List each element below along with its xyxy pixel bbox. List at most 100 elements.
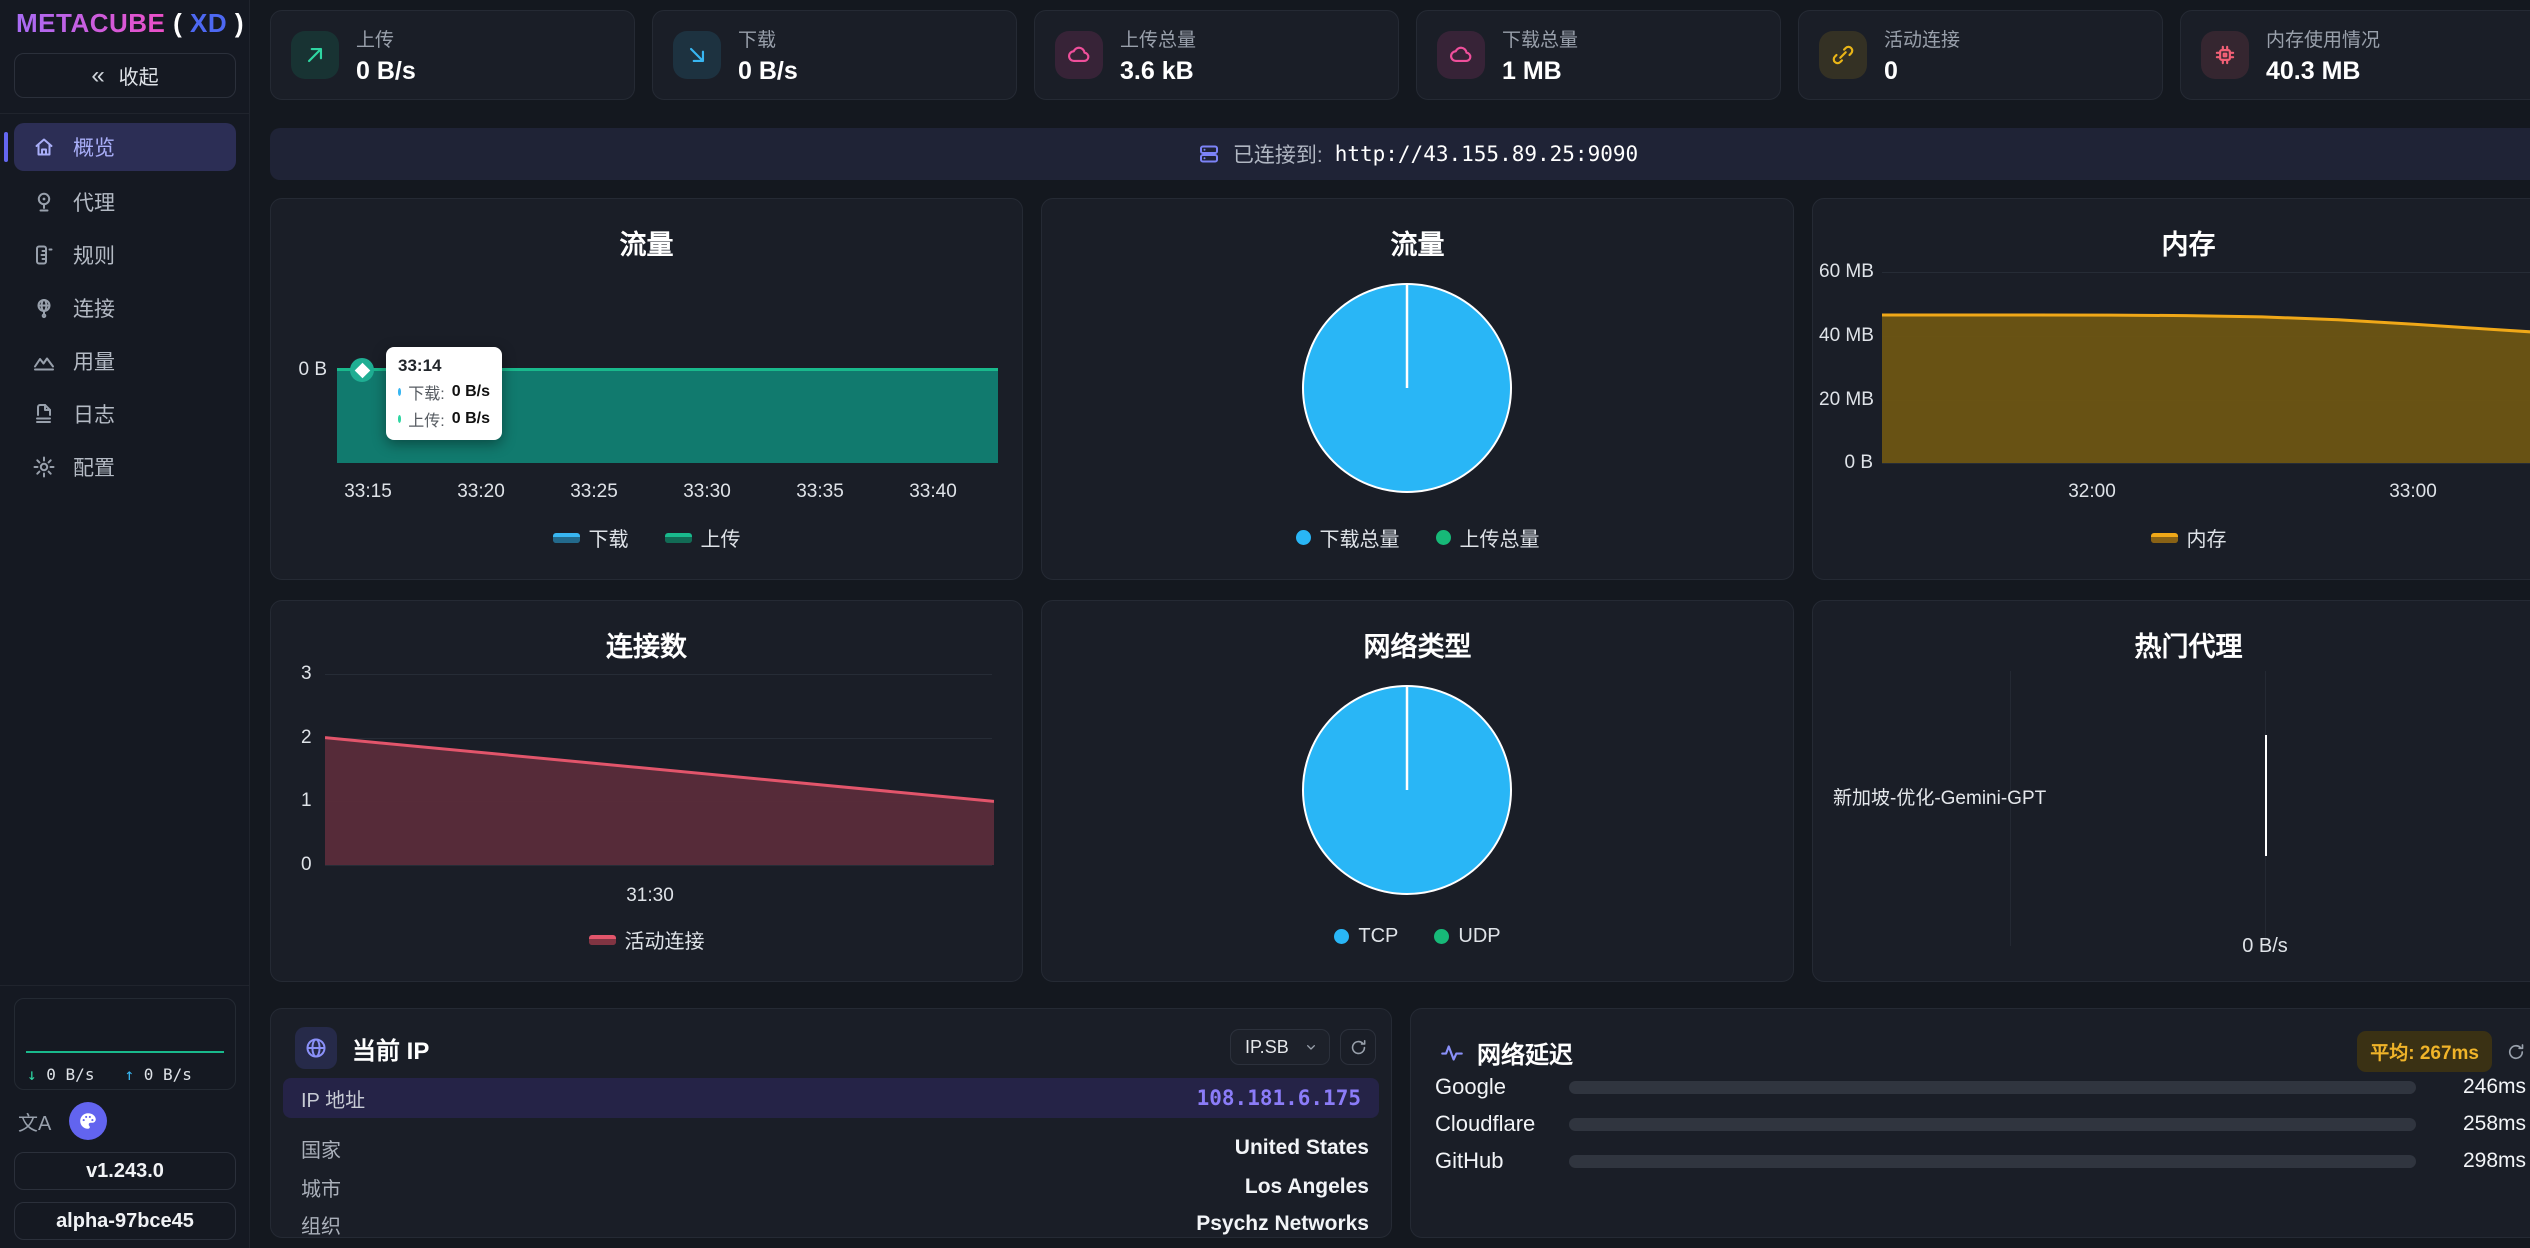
legend-item-udp[interactable]: UDP [1434,925,1501,948]
home-icon [32,135,56,159]
stat-value: 0 [1884,56,1898,85]
sidebar-nav: 概览 代理 规则 连接 用量 日志 配置 [0,123,250,498]
trend-up-icon [291,31,339,79]
sidebar-item-label: 代理 [73,192,115,215]
arrow-down-icon: ↓ [27,1065,37,1084]
language-icon[interactable]: 文A [18,1112,52,1135]
network-type-chart-card[interactable]: 网络类型 TCP UDP [1041,600,1794,982]
download-speed: ↓ 0 B/s [27,1065,95,1084]
sidebar-item-proxies[interactable]: 代理 [14,180,236,224]
sidebar-item-config[interactable]: 配置 [14,445,236,489]
ip-provider-select[interactable]: IP.SB [1230,1029,1330,1065]
stat-card-active-connections: 活动连接 0 [1798,10,2163,100]
stat-label: 活动连接 [1884,29,1961,51]
sidebar-item-label: 用量 [73,351,115,374]
selected-provider: IP.SB [1245,1036,1289,1057]
memory-area-series [1882,272,2530,463]
chart-tooltip: 33:14 下载: 0 B/s 上传: 0 B/s [386,347,502,440]
stat-value: 0 B/s [356,56,416,85]
traffic-pie-chart-card[interactable]: 流量 下载总量 上传总量 [1041,198,1794,580]
legend-item-tcp[interactable]: TCP [1334,925,1398,948]
city-row: 城市 Los Angeles [301,1174,1369,1201]
field-value: Psychz Networks [1196,1212,1369,1235]
refresh-latency-button[interactable] [2506,1042,2526,1062]
chart-legend: 活动连接 [271,925,1022,954]
stat-card-download: 下载 0 B/s [652,10,1017,100]
cloud-icon [1437,31,1485,79]
logs-icon [32,402,56,426]
gridline [1882,463,2530,464]
zero-value-bar [2265,735,2267,856]
connections-area-series [325,674,994,865]
stat-value: 0 B/s [738,56,798,85]
legend-item-upload-total[interactable]: 上传总量 [1435,523,1540,552]
legend-dot [1334,929,1350,944]
sidebar-item-rules[interactable]: 规则 [14,233,236,277]
sidebar-item-label: 概览 [73,137,115,160]
server-icon [1197,142,1221,166]
refresh-ip-button[interactable] [1340,1029,1376,1065]
latency-value: 246ms [2462,1075,2526,1098]
legend-swatch [588,934,616,945]
connections-chart-card[interactable]: 连接数 3 2 1 0 31:30 活动连接 [270,600,1023,982]
sidebar-item-label: 规则 [73,245,115,268]
app-build-button[interactable]: alpha-97bce45 [14,1202,236,1240]
palette-icon [77,1110,99,1132]
connections-icon [32,296,56,320]
trend-down-icon [673,31,721,79]
chart-title: 连接数 [606,632,687,662]
sidebar-traffic-mini-chart: ↓ 0 B/s ↑ 0 B/s [14,998,236,1090]
latency-row-google: Google 246ms [1435,1074,2526,1100]
legend-swatch [2150,532,2178,543]
sidebar-item-overview[interactable]: 概览 [4,123,236,171]
proxy-icon [32,190,56,214]
field-label: IP 地址 [301,1089,366,1112]
chart-legend: 下载 上传 [271,523,1022,552]
field-label: 城市 [301,1178,341,1201]
legend-dot [398,388,402,396]
sidebar-item-usage[interactable]: 用量 [14,339,236,383]
proxy-category-label: 新加坡-优化-Gemini-GPT [1833,788,2047,809]
latency-value: 258ms [2462,1112,2526,1135]
gridline [1882,272,2530,273]
x-axis-tick: 0 B/s [2242,935,2288,957]
legend-dot [1434,929,1450,944]
y-axis-tick: 60 MB [1819,261,1874,282]
traffic-line-chart-card[interactable]: 流量 0 B 33:14 下载: 0 B/s 上传: 0 B/s 33:15 33:… [270,198,1023,580]
gridline [325,865,992,866]
stat-value: 40.3 MB [2266,56,2361,85]
gridline [325,674,992,675]
divider [0,985,250,986]
network-latency-panel: 网络延迟 平均: 267ms Google 246ms Cloudflare 2… [1410,1008,2530,1238]
latency-value: 298ms [2462,1149,2526,1172]
stat-value: 1 MB [1502,56,1562,85]
stat-label: 下载总量 [1502,29,1579,51]
sidebar: METACUBE ( XD ) « 收起 概览 代理 规则 连接 用量 日志 [0,0,250,1248]
memory-chart-card[interactable]: 内存 60 MB 40 MB 20 MB 0 B 32:00 33:00 内存 [1812,198,2530,580]
legend-item-download[interactable]: 下载 [552,523,629,552]
globe-icon [295,1027,337,1069]
legend-item-memory[interactable]: 内存 [2150,523,2227,552]
sidebar-item-connections[interactable]: 连接 [14,286,236,330]
legend-swatch [552,532,580,543]
field-label: 组织 [301,1215,341,1238]
bottom-row: 当前 IP IP.SB IP 地址 108.181.6.175 国家 Unite… [270,1008,2530,1238]
legend-item-active-connections[interactable]: 活动连接 [588,925,705,954]
collapse-sidebar-button[interactable]: « 收起 [14,53,236,98]
chart-title: 内存 [2161,230,2216,260]
theme-palette-button[interactable] [69,1102,108,1140]
core-version-button[interactable]: v1.243.0 [14,1152,236,1190]
chip-icon [2201,31,2249,79]
top-proxies-chart-card[interactable]: 热门代理 新加坡-优化-Gemini-GPT 0 B/s [1812,600,2530,982]
stat-card-upload: 上传 0 B/s [270,10,635,100]
sidebar-item-logs[interactable]: 日志 [14,392,236,436]
legend-item-upload[interactable]: 上传 [664,523,741,552]
y-axis-tick: 2 [301,727,312,748]
cloud-icon [1055,31,1103,79]
config-icon [32,455,56,479]
collapse-label: 收起 [118,67,159,89]
latency-target-name: GitHub [1435,1148,1504,1173]
y-axis-tick: 1 [301,790,312,811]
legend-item-download-total[interactable]: 下载总量 [1295,523,1400,552]
x-axis-tick: 33:30 [683,481,731,502]
